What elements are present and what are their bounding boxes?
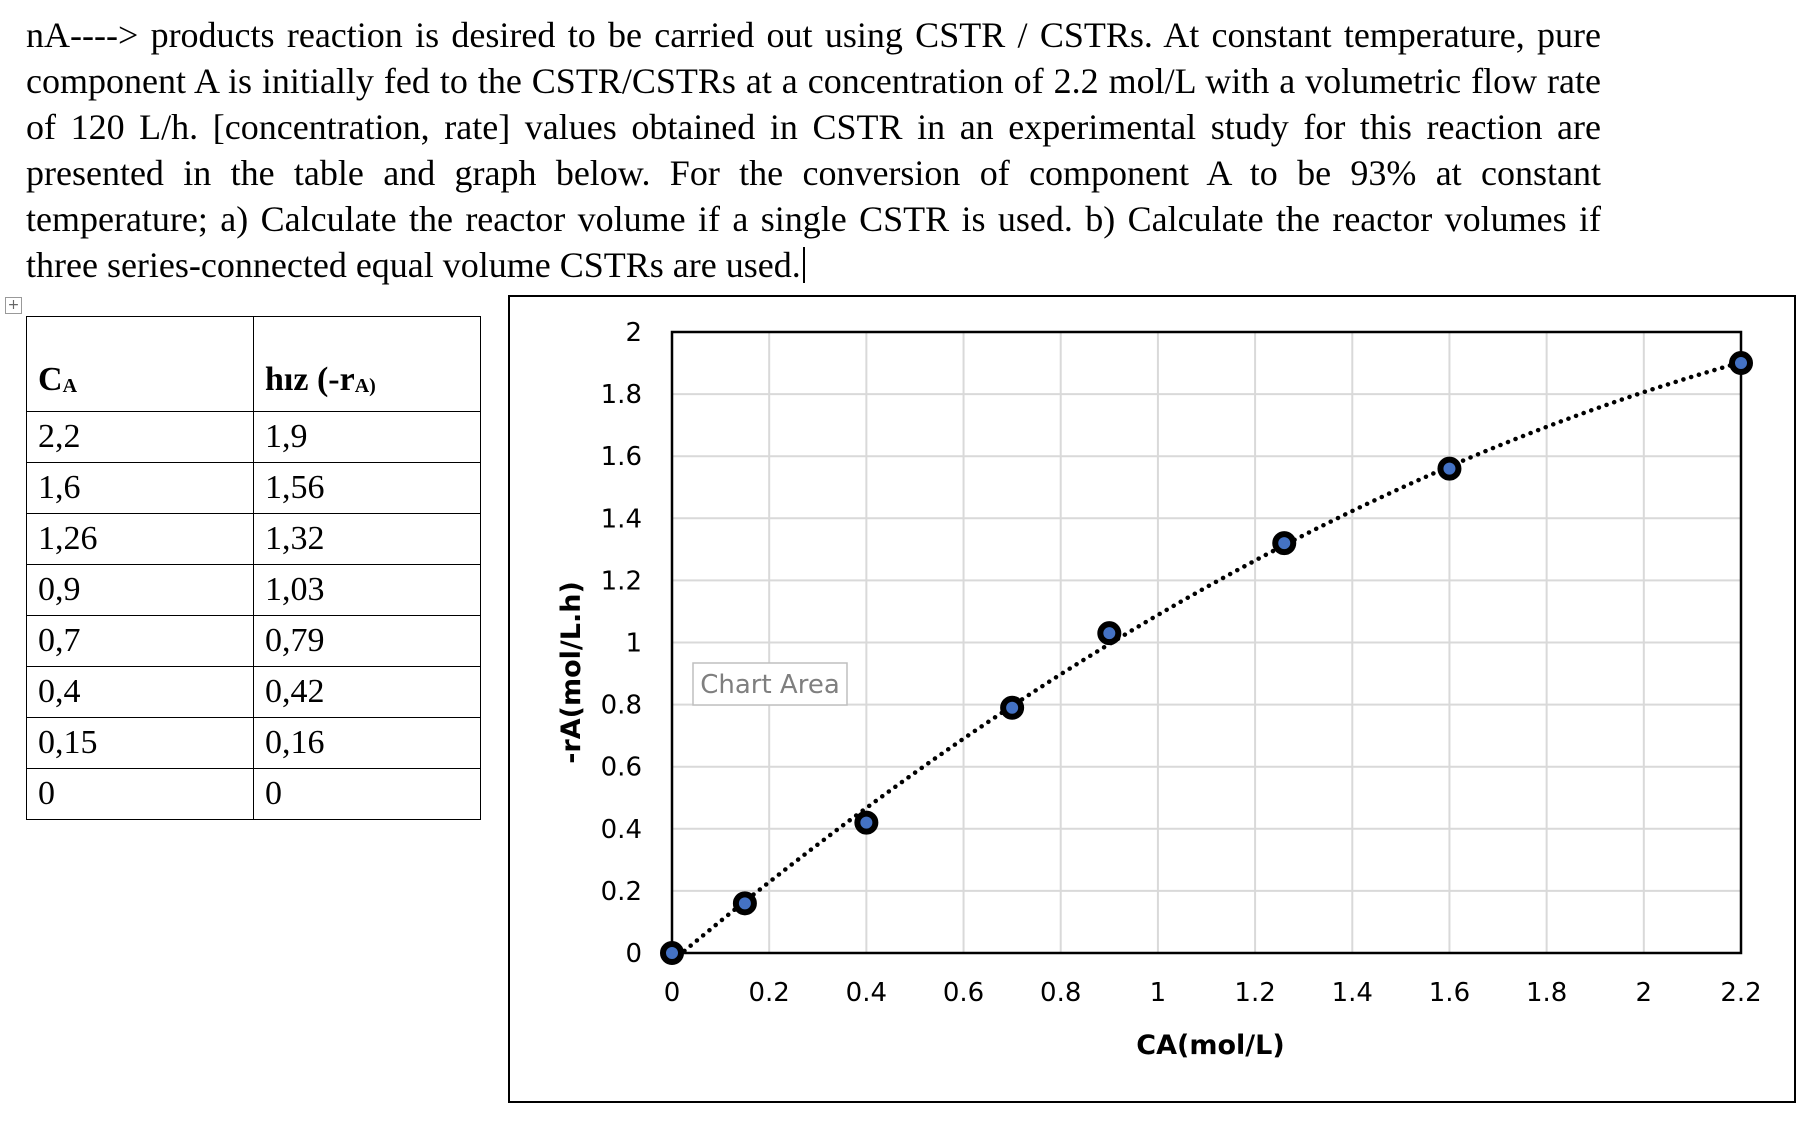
x-tick-label: 0.8	[1040, 978, 1081, 1008]
cell-rate: 1,32	[253, 513, 481, 565]
x-tick-label: 0.4	[846, 978, 887, 1008]
x-tick-label: 1.6	[1429, 978, 1470, 1008]
y-tick-label: 1	[625, 629, 642, 659]
cell-rate: 1,9	[253, 411, 481, 463]
problem-text: nA----> products reaction is desired to …	[26, 15, 1601, 285]
cell-rate: 1,56	[253, 462, 481, 514]
problem-statement: nA----> products reaction is desired to …	[26, 12, 1601, 288]
cell-rate: 1,03	[253, 564, 481, 616]
chart-area-tooltip-label: Chart Area	[700, 670, 840, 700]
table-row: 0,15 0,16	[26, 717, 481, 769]
chart-area-tooltip	[692, 662, 848, 706]
data-point	[1272, 531, 1297, 556]
data-point	[660, 941, 684, 965]
x-tick-label: 0	[664, 978, 681, 1008]
table-header-row: CA hız (-rA)	[26, 316, 481, 412]
y-tick-label: 0.8	[601, 691, 642, 721]
table-row: 1,6 1,56	[26, 462, 481, 514]
data-point	[732, 891, 757, 916]
cell-rate: 0,16	[253, 717, 481, 769]
header-rate: hız (-rA)	[253, 316, 481, 412]
data-point	[1000, 695, 1025, 720]
y-tick-label: 2	[625, 318, 642, 348]
data-point	[1729, 351, 1753, 376]
y-tick-label: 1.8	[601, 380, 642, 410]
y-tick-label: 1.4	[601, 504, 642, 534]
cell-ca: 2,2	[26, 411, 254, 463]
x-tick-label: 2	[1636, 978, 1653, 1008]
cell-ca: 0,9	[26, 564, 254, 616]
x-tick-label: 0.6	[943, 978, 984, 1008]
table-row: 0,4 0,42	[26, 666, 481, 718]
cell-rate: 0,42	[253, 666, 481, 718]
y-tick-label: 0.6	[601, 753, 642, 783]
data-point	[1097, 621, 1122, 646]
x-tick-label: 1.4	[1332, 978, 1373, 1008]
y-axis-title: -rA(mol/L.h)	[556, 581, 587, 764]
cell-ca: 0,15	[26, 717, 254, 769]
y-tick-label: 0.4	[601, 815, 642, 845]
cell-ca: 0,7	[26, 615, 254, 667]
x-tick-label: 1.2	[1234, 978, 1275, 1008]
text-cursor	[802, 247, 805, 283]
x-tick-label: 1.8	[1526, 978, 1567, 1008]
y-tick-label: 1.2	[601, 566, 642, 596]
cell-ca: 0,4	[26, 666, 254, 718]
table-row: 0,7 0,79	[26, 615, 481, 667]
table-row: 0,9 1,03	[26, 564, 481, 616]
plot-area	[670, 330, 1743, 955]
trendline	[669, 360, 1744, 964]
header-ca: CA	[26, 316, 254, 412]
cell-ca: 1,6	[26, 462, 254, 514]
table-row: 1,26 1,32	[26, 513, 481, 565]
scatter-chart: 0 0.2 0.4 0.6 0.8 1 1.2 1.4 1.6 1.8 2 2.2 0 0.2 0.4 0.6…	[556, 318, 1762, 1061]
y-tick-label: 0.2	[601, 877, 642, 907]
data-point	[854, 810, 879, 835]
table-row: 2,2 1,9	[26, 411, 481, 463]
cell-ca: 1,26	[26, 513, 254, 565]
cell-rate: 0	[253, 768, 481, 820]
x-tick-label: 0.2	[749, 978, 790, 1008]
x-tick-label: 1	[1150, 978, 1167, 1008]
cell-ca: 0	[26, 768, 254, 820]
y-tick-label: 1.6	[601, 442, 642, 472]
table-move-handle-icon[interactable]: +	[5, 297, 22, 314]
cell-rate: 0,79	[253, 615, 481, 667]
x-axis-title: CA(mol/L)	[1136, 1030, 1284, 1061]
y-tick-label: 0	[625, 939, 642, 969]
data-table: CA hız (-rA) 2,2 1,9 1,6 1,56 1,26 1,32 0,9 1,0…	[26, 316, 481, 820]
chart-container[interactable]: 0 0.2 0.4 0.6 0.8 1 1.2 1.4 1.6 1.8 2 2.2 0 0.2 0.4 0.6…	[508, 295, 1796, 1103]
data-point	[1437, 456, 1462, 481]
x-tick-label: 2.2	[1720, 978, 1761, 1008]
